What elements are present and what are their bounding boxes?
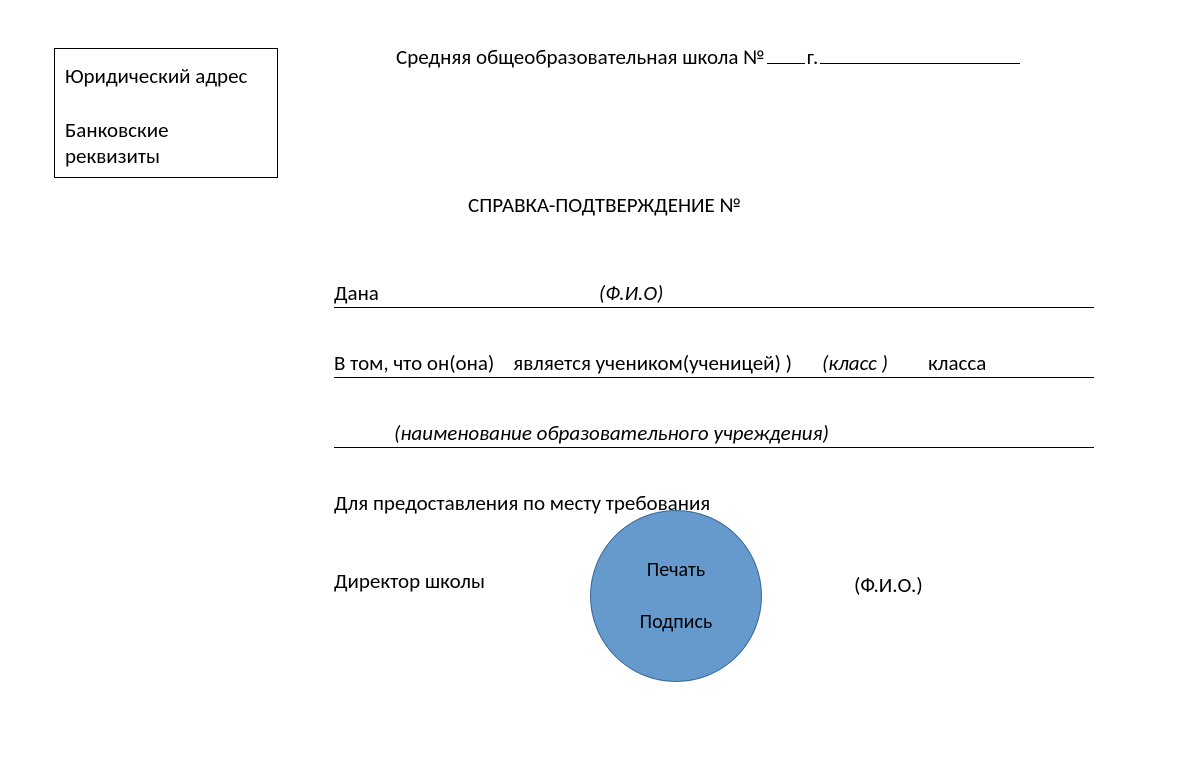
year-blank xyxy=(820,63,1020,64)
class-hint: (класс ) xyxy=(822,350,888,376)
institution-hint: (наименование образовательного учреждени… xyxy=(394,420,829,446)
stamp-label-1: Печать xyxy=(647,558,705,582)
legal-address-label: Юридический адрес xyxy=(65,63,267,89)
given-to-row: Дана (Ф.И.О) xyxy=(334,280,1094,308)
school-header: Средняя общеобразовательная школа № г. xyxy=(396,44,1020,70)
student-status-row: В том, что он(она) является учеником(уче… xyxy=(334,350,1094,378)
purpose-row: Для предоставления по месту требования xyxy=(334,490,1094,516)
director-label: Директор школы xyxy=(334,568,485,594)
stamp-label-2: Подпись xyxy=(640,610,713,634)
institution-row: (наименование образовательного учреждени… xyxy=(334,420,1094,448)
year-suffix: г. xyxy=(807,44,819,70)
school-number-blank xyxy=(767,63,805,64)
class-suffix: класса xyxy=(928,350,986,376)
school-header-prefix: Средняя общеобразовательная школа № xyxy=(396,44,765,70)
certificate-title: СПРАВКА-ПОДТВЕРЖДЕНИЕ № xyxy=(468,192,741,218)
status-prefix: В том, что он(она) является учеником(уче… xyxy=(334,350,792,376)
bank-details-label: Банковские реквизиты xyxy=(65,117,267,169)
stamp-circle: Печать Подпись xyxy=(590,510,762,682)
address-box: Юридический адрес Банковские реквизиты xyxy=(54,48,278,178)
given-label: Дана xyxy=(334,280,379,306)
fio-signature-label: (Ф.И.О.) xyxy=(854,572,923,598)
fio-hint: (Ф.И.О) xyxy=(599,280,664,306)
certificate-body: Дана (Ф.И.О) В том, что он(она) является… xyxy=(334,280,1094,558)
